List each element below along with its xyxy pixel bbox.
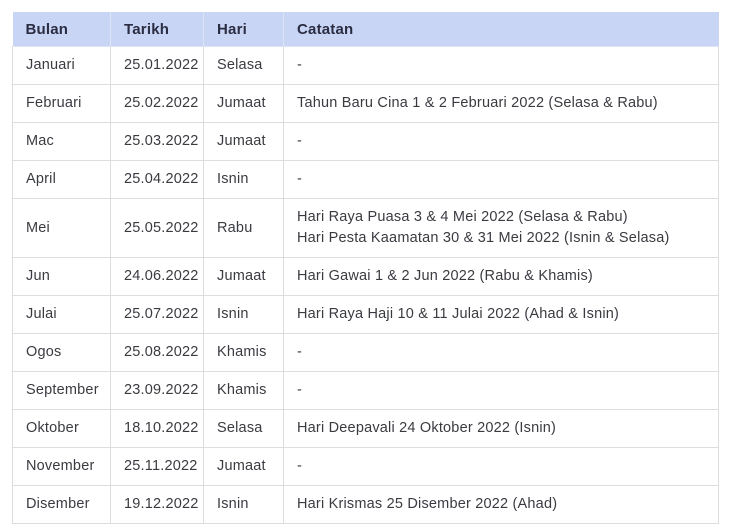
cell-catatan: Hari Raya Puasa 3 & 4 Mei 2022 (Selasa &… [283, 198, 719, 259]
cell-hari: Isnin [203, 160, 284, 200]
cell-tarikh: 25.03.2022 [110, 122, 204, 162]
cell-catatan: - [283, 46, 719, 86]
cell-tarikh: 25.11.2022 [110, 447, 204, 487]
cell-catatan: - [283, 371, 719, 411]
cell-catatan: - [283, 122, 719, 162]
cell-bulan: Januari [12, 46, 111, 86]
cell-catatan: Hari Deepavali 24 Oktober 2022 (Isnin) [283, 409, 719, 449]
table-row: Februari 25.02.2022 Jumaat Tahun Baru Ci… [12, 84, 719, 124]
cell-tarikh: 25.02.2022 [110, 84, 204, 124]
cell-hari: Selasa [203, 46, 284, 86]
cell-bulan: Ogos [12, 333, 111, 373]
cell-bulan: Mac [12, 122, 111, 162]
cell-tarikh: 25.05.2022 [110, 198, 204, 259]
cell-hari: Khamis [203, 371, 284, 411]
cell-tarikh: 25.08.2022 [110, 333, 204, 373]
cell-tarikh: 23.09.2022 [110, 371, 204, 411]
cell-hari: Isnin [203, 295, 284, 335]
table-row: Januari 25.01.2022 Selasa - [12, 46, 719, 86]
cell-tarikh: 25.01.2022 [110, 46, 204, 86]
cell-hari: Jumaat [203, 447, 284, 487]
cell-bulan: September [12, 371, 111, 411]
table-row: Disember 19.12.2022 Isnin Hari Krismas 2… [12, 485, 719, 524]
cell-hari: Jumaat [203, 122, 284, 162]
cell-catatan: - [283, 333, 719, 373]
cell-tarikh: 25.04.2022 [110, 160, 204, 200]
header-tarikh: Tarikh [110, 12, 204, 47]
header-row: Bulan Tarikh Hari Catatan [12, 12, 719, 47]
cell-bulan: Oktober [12, 409, 111, 449]
table-row: Mei 25.05.2022 Rabu Hari Raya Puasa 3 & … [12, 198, 719, 259]
header-bulan: Bulan [12, 12, 111, 47]
table-row: November 25.11.2022 Jumaat - [12, 447, 719, 487]
cell-tarikh: 18.10.2022 [110, 409, 204, 449]
cell-catatan: Tahun Baru Cina 1 & 2 Februari 2022 (Sel… [283, 84, 719, 124]
table-row: Mac 25.03.2022 Jumaat - [12, 122, 719, 162]
cell-catatan: Hari Gawai 1 & 2 Jun 2022 (Rabu & Khamis… [283, 257, 719, 297]
table-body: Januari 25.01.2022 Selasa - Februari 25.… [12, 46, 719, 524]
header-hari: Hari [203, 12, 284, 47]
cell-bulan: Jun [12, 257, 111, 297]
table-row: Jun 24.06.2022 Jumaat Hari Gawai 1 & 2 J… [12, 257, 719, 297]
cell-tarikh: 25.07.2022 [110, 295, 204, 335]
table-row: Ogos 25.08.2022 Khamis - [12, 333, 719, 373]
cell-bulan: November [12, 447, 111, 487]
table-row: April 25.04.2022 Isnin - [12, 160, 719, 200]
header-catatan: Catatan [283, 12, 719, 47]
cell-bulan: Februari [12, 84, 111, 124]
cell-hari: Selasa [203, 409, 284, 449]
holiday-table: Bulan Tarikh Hari Catatan Januari 25.01.… [12, 12, 719, 524]
table-row: September 23.09.2022 Khamis - [12, 371, 719, 411]
table-header: Bulan Tarikh Hari Catatan [12, 12, 719, 47]
cell-hari: Rabu [203, 198, 284, 259]
cell-catatan: Hari Krismas 25 Disember 2022 (Ahad) [283, 485, 719, 524]
cell-catatan: - [283, 447, 719, 487]
cell-bulan: April [12, 160, 111, 200]
cell-catatan: Hari Raya Haji 10 & 11 Julai 2022 (Ahad … [283, 295, 719, 335]
cell-hari: Khamis [203, 333, 284, 373]
cell-hari: Jumaat [203, 257, 284, 297]
cell-bulan: Disember [12, 485, 111, 524]
cell-hari: Jumaat [203, 84, 284, 124]
cell-catatan: - [283, 160, 719, 200]
cell-bulan: Mei [12, 198, 111, 259]
table-row: Oktober 18.10.2022 Selasa Hari Deepavali… [12, 409, 719, 449]
cell-bulan: Julai [12, 295, 111, 335]
cell-tarikh: 19.12.2022 [110, 485, 204, 524]
cell-hari: Isnin [203, 485, 284, 524]
table-row: Julai 25.07.2022 Isnin Hari Raya Haji 10… [12, 295, 719, 335]
cell-tarikh: 24.06.2022 [110, 257, 204, 297]
